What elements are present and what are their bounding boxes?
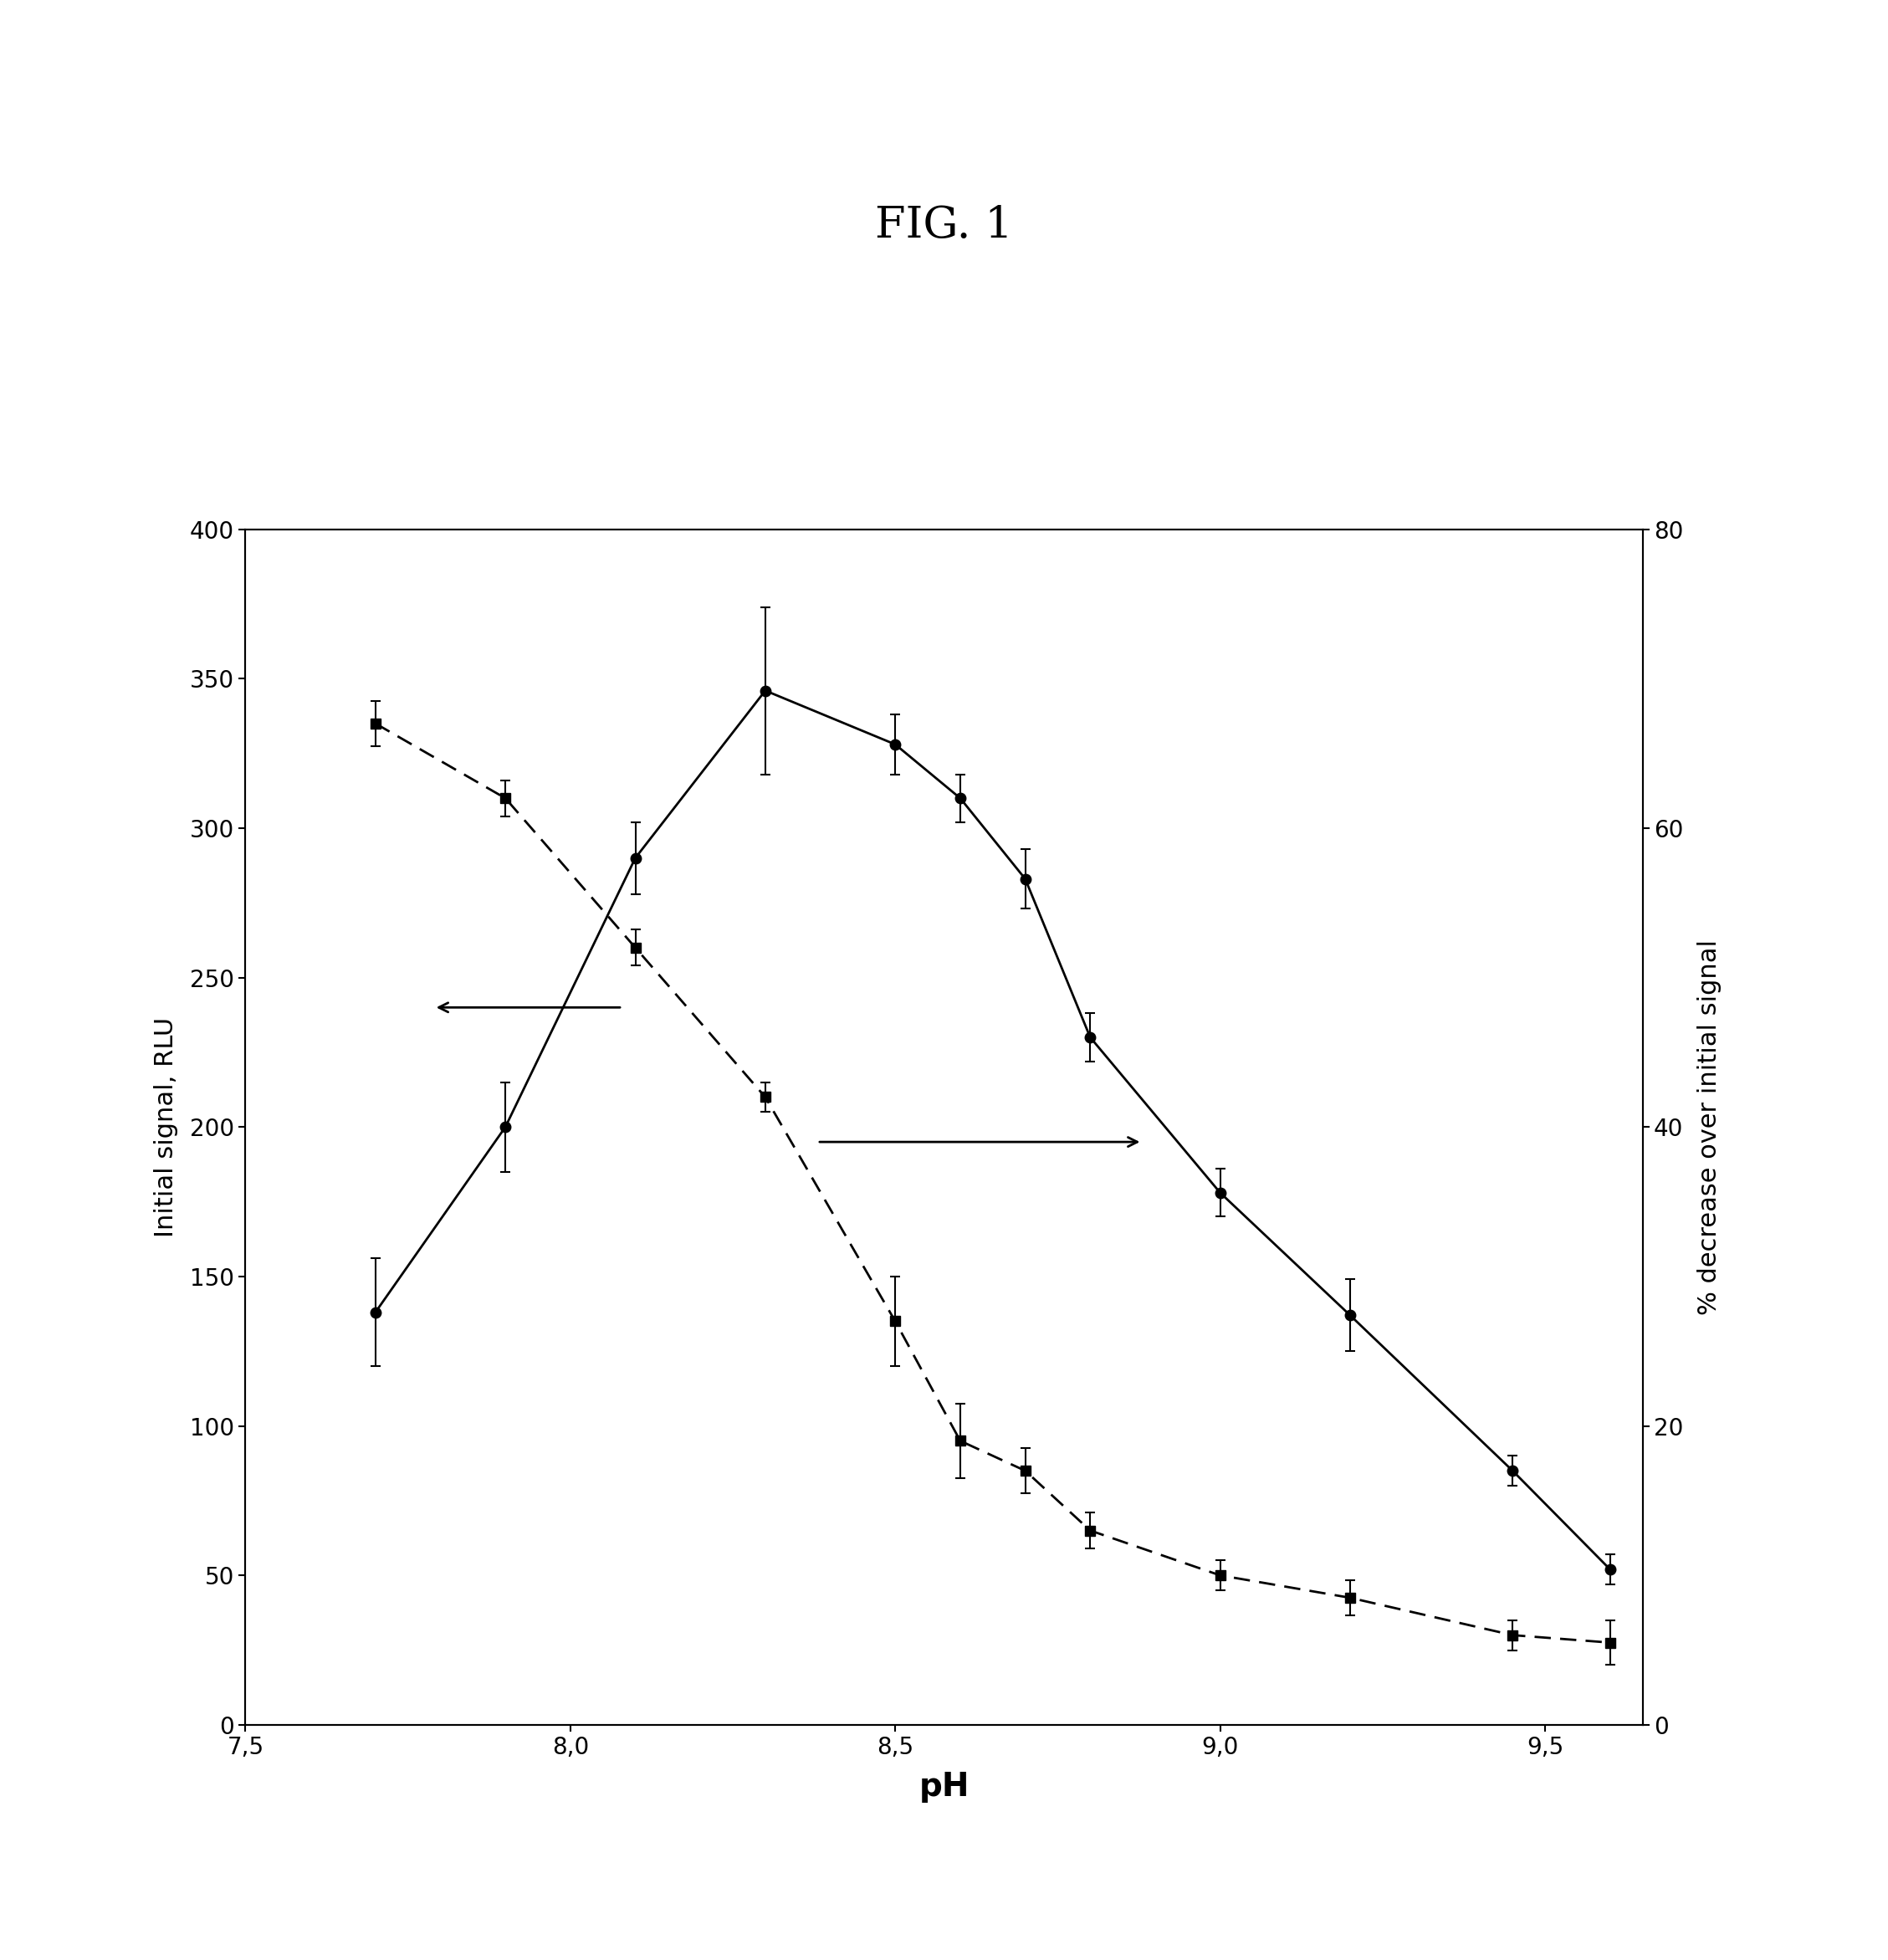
Text: FIG. 1: FIG. 1	[874, 204, 1014, 247]
Y-axis label: Initial signal, RLU: Initial signal, RLU	[155, 1017, 177, 1237]
Y-axis label: % decrease over initial signal: % decrease over initial signal	[1697, 939, 1722, 1315]
X-axis label: pH: pH	[919, 1772, 969, 1803]
